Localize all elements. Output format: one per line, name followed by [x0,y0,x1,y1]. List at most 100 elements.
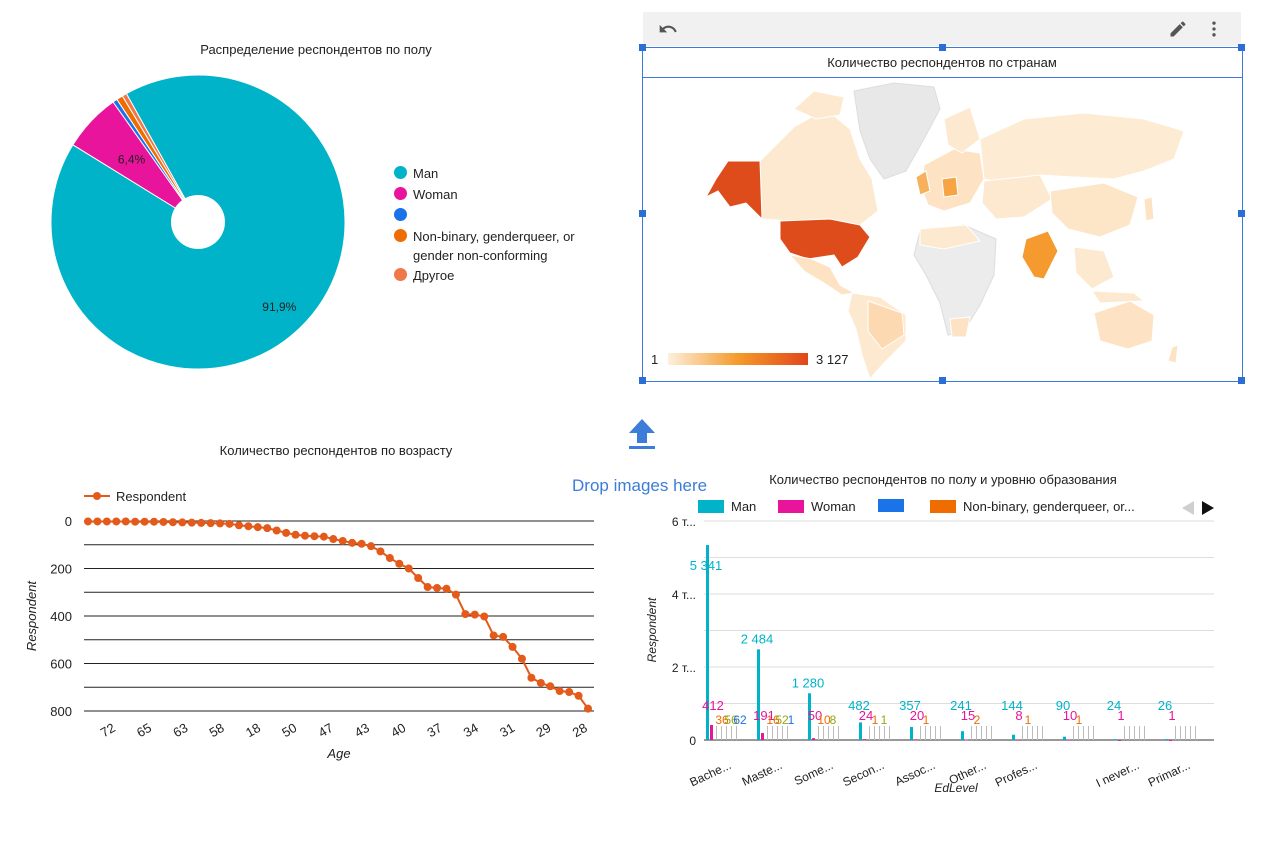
scale-max-label: 3 127 [816,352,849,367]
data-point[interactable] [555,687,564,696]
data-point[interactable] [423,583,432,592]
data-point[interactable] [319,532,328,541]
resize-handle-s[interactable] [939,377,946,384]
data-point[interactable] [499,632,508,641]
bar[interactable] [710,724,713,740]
resize-handle-e[interactable] [1238,210,1245,217]
bar[interactable] [808,693,811,740]
data-point[interactable] [93,517,102,526]
region-usa [779,218,871,268]
data-point[interactable] [404,564,413,573]
bar[interactable] [863,739,866,741]
bar[interactable] [965,739,968,741]
bar[interactable] [914,739,917,741]
data-point[interactable] [140,517,149,526]
data-point[interactable] [546,682,555,691]
data-point[interactable] [367,542,376,551]
data-point[interactable] [216,519,225,528]
data-point[interactable] [517,654,526,663]
data-point[interactable] [310,532,319,541]
x-tick-label: 72 [98,720,118,740]
resize-handle-nw[interactable] [639,44,646,51]
bar[interactable] [812,738,815,740]
data-point[interactable] [225,519,234,528]
data-point[interactable] [102,517,111,526]
data-point[interactable] [244,522,253,531]
data-point[interactable] [178,518,187,527]
resize-handle-sw[interactable] [639,377,646,384]
data-point[interactable] [197,518,206,527]
data-point[interactable] [329,535,338,544]
data-point[interactable] [565,688,574,696]
data-point[interactable] [433,583,442,592]
data-point[interactable] [206,519,215,528]
data-point[interactable] [282,528,291,537]
data-point[interactable] [150,517,159,526]
data-point[interactable] [159,517,168,526]
data-point[interactable] [385,554,394,563]
data-point[interactable] [536,678,545,687]
data-point[interactable] [168,518,177,527]
data-point[interactable] [338,536,347,545]
bar[interactable] [1012,734,1015,740]
data-point[interactable] [574,691,583,700]
data-point[interactable] [234,521,243,530]
data-point[interactable] [584,704,592,713]
data-point[interactable] [480,612,489,621]
data-point[interactable] [112,517,121,526]
data-point[interactable] [121,517,130,526]
data-point[interactable] [395,559,404,568]
data-point[interactable] [489,631,498,640]
bar[interactable] [961,731,964,740]
data-point[interactable] [376,547,385,556]
legend-prev-icon[interactable] [1182,501,1194,515]
data-point[interactable] [508,642,517,651]
bar[interactable] [1114,739,1117,741]
data-point[interactable] [348,538,357,547]
bar[interactable] [1067,739,1070,741]
region-greenland [853,82,941,180]
resize-handle-n[interactable] [939,44,946,51]
bar[interactable] [761,733,764,740]
bar[interactable] [757,649,760,740]
bar[interactable] [1063,736,1066,740]
legend-next-icon[interactable] [1202,501,1214,515]
minor-bar [920,726,921,740]
upload-arrow-icon [629,419,655,449]
undo-icon[interactable] [657,18,679,40]
bar[interactable] [910,726,913,740]
pencil-icon[interactable] [1167,18,1189,40]
data-point[interactable] [357,539,366,548]
bar[interactable] [1016,739,1019,741]
data-point[interactable] [187,518,196,527]
resize-handle-ne[interactable] [1238,44,1245,51]
x-tick-label: I never... [1094,758,1142,790]
y-tick-label: 200 [50,562,72,577]
data-point[interactable] [451,590,460,599]
data-point[interactable] [461,610,470,619]
data-point[interactable] [442,584,451,593]
more-vert-icon[interactable] [1203,18,1225,40]
data-point[interactable] [272,526,281,535]
resize-handle-w[interactable] [639,210,646,217]
data-point[interactable] [414,574,423,582]
data-point[interactable] [131,517,140,526]
bar[interactable] [859,722,862,740]
bar[interactable] [706,545,709,740]
bar-legend-man: Man [698,499,756,514]
data-point[interactable] [300,531,309,540]
resize-handle-se[interactable] [1238,377,1245,384]
bar[interactable] [1169,739,1172,741]
data-point[interactable] [470,610,479,619]
data-point[interactable] [527,673,536,682]
pie-slice[interactable] [121,92,199,223]
data-point[interactable] [84,517,92,526]
region-arctic-islands [793,90,845,120]
x-tick-label: 34 [461,720,481,740]
data-point[interactable] [263,524,272,533]
minor-bar [879,726,880,740]
bar[interactable] [1118,739,1121,741]
bar[interactable] [1165,739,1168,741]
data-point[interactable] [253,523,262,532]
data-point[interactable] [291,530,300,539]
